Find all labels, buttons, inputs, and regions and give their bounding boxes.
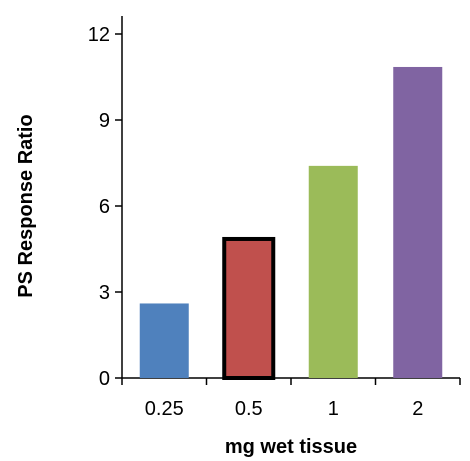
x-tick-label: 2 bbox=[412, 398, 423, 420]
bar-2 bbox=[393, 66, 443, 378]
y-tick-label: 0 bbox=[99, 368, 110, 390]
bar-0.25 bbox=[139, 303, 189, 378]
y-axis-ticks: 0 3 6 9 12 bbox=[88, 24, 122, 390]
x-tick-label: 1 bbox=[328, 398, 339, 420]
bars bbox=[139, 66, 443, 380]
bar-0.5 bbox=[222, 236, 276, 380]
x-axis-ticks: 0.25 0.5 1 2 bbox=[121, 378, 461, 420]
y-tick-label: 9 bbox=[99, 110, 110, 132]
y-tick-label: 12 bbox=[88, 24, 110, 46]
bar-1 bbox=[308, 165, 358, 378]
x-axis-title: mg wet tissue bbox=[225, 436, 357, 458]
y-tick-label: 6 bbox=[99, 196, 110, 218]
x-tick-label: 0.25 bbox=[145, 398, 184, 420]
x-tick-label: 0.5 bbox=[235, 398, 263, 420]
y-axis-title: PS Response Ratio bbox=[15, 114, 37, 297]
y-tick-label: 3 bbox=[99, 282, 110, 304]
